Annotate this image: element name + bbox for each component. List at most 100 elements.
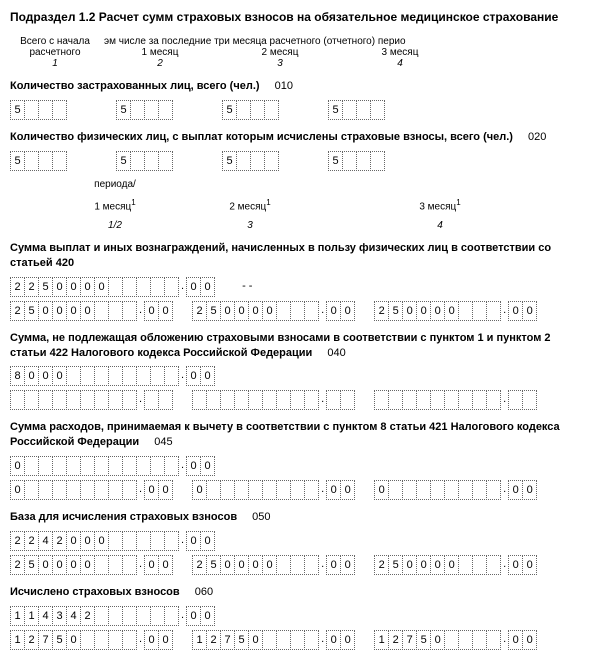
digit-cell[interactable]	[276, 480, 291, 500]
digit-cell[interactable]: 5	[10, 100, 25, 120]
digit-cell[interactable]	[388, 390, 403, 410]
digit-cell[interactable]: 0	[200, 456, 215, 476]
digit-cell[interactable]: 0	[326, 555, 341, 575]
digit-cell[interactable]	[108, 555, 123, 575]
digit-cell[interactable]	[24, 100, 39, 120]
digit-cell[interactable]	[416, 480, 431, 500]
digit-cell[interactable]	[304, 390, 319, 410]
digit-cell[interactable]	[234, 390, 249, 410]
digit-cell[interactable]	[10, 390, 25, 410]
digit-cell[interactable]: 5	[328, 151, 343, 171]
digit-cell[interactable]: 0	[158, 301, 173, 321]
digit-cell[interactable]: 0	[10, 480, 25, 500]
digit-cell[interactable]: 0	[374, 480, 389, 500]
digit-cell[interactable]	[326, 390, 341, 410]
digit-cell[interactable]: 4	[66, 606, 81, 626]
digit-cell[interactable]: 0	[508, 630, 523, 650]
digit-cell[interactable]: 5	[38, 277, 53, 297]
digit-cell[interactable]	[80, 630, 95, 650]
digit-cell[interactable]	[430, 390, 445, 410]
digit-cell[interactable]: 0	[200, 606, 215, 626]
digit-cell[interactable]	[80, 390, 95, 410]
digit-cell[interactable]	[164, 277, 179, 297]
digit-cell[interactable]	[66, 390, 81, 410]
digit-cell[interactable]	[248, 390, 263, 410]
digit-cell[interactable]: 0	[430, 555, 445, 575]
digit-cell[interactable]: 1	[192, 630, 207, 650]
digit-cell[interactable]: 0	[508, 555, 523, 575]
digit-cell[interactable]	[94, 555, 109, 575]
digit-cell[interactable]	[122, 390, 137, 410]
digit-cell[interactable]	[458, 555, 473, 575]
digit-cell[interactable]	[234, 480, 249, 500]
digit-cell[interactable]: 2	[374, 301, 389, 321]
digit-cell[interactable]	[508, 390, 523, 410]
digit-cell[interactable]	[94, 301, 109, 321]
digit-cell[interactable]	[356, 100, 371, 120]
digit-cell[interactable]	[66, 456, 81, 476]
digit-cell[interactable]	[80, 456, 95, 476]
digit-cell[interactable]	[342, 100, 357, 120]
digit-cell[interactable]	[250, 100, 265, 120]
digit-cell[interactable]: 0	[38, 301, 53, 321]
digit-cell[interactable]: 3	[52, 606, 67, 626]
digit-cell[interactable]	[144, 390, 159, 410]
digit-cell[interactable]: 0	[234, 301, 249, 321]
digit-cell[interactable]	[250, 151, 265, 171]
digit-cell[interactable]	[402, 480, 417, 500]
digit-cell[interactable]: 0	[416, 555, 431, 575]
digit-cell[interactable]: 0	[10, 456, 25, 476]
digit-cell[interactable]: 0	[402, 555, 417, 575]
digit-cell[interactable]: 0	[522, 301, 537, 321]
digit-cell[interactable]: 0	[38, 555, 53, 575]
digit-cell[interactable]	[94, 606, 109, 626]
digit-cell[interactable]: 0	[200, 277, 215, 297]
digit-cell[interactable]: 0	[186, 531, 201, 551]
digit-cell[interactable]	[304, 630, 319, 650]
digit-cell[interactable]: 0	[326, 480, 341, 500]
digit-cell[interactable]	[108, 531, 123, 551]
digit-cell[interactable]: 5	[116, 151, 131, 171]
digit-cell[interactable]: 5	[24, 555, 39, 575]
digit-cell[interactable]: 5	[52, 630, 67, 650]
digit-cell[interactable]: 0	[416, 301, 431, 321]
digit-cell[interactable]	[94, 366, 109, 386]
digit-cell[interactable]	[38, 390, 53, 410]
digit-cell[interactable]	[164, 366, 179, 386]
digit-cell[interactable]	[220, 480, 235, 500]
digit-cell[interactable]: 0	[66, 630, 81, 650]
digit-cell[interactable]	[472, 301, 487, 321]
digit-cell[interactable]	[158, 151, 173, 171]
digit-cell[interactable]	[122, 555, 137, 575]
digit-cell[interactable]: 2	[10, 277, 25, 297]
digit-cell[interactable]	[122, 630, 137, 650]
digit-cell[interactable]	[94, 390, 109, 410]
digit-cell[interactable]	[122, 480, 137, 500]
digit-cell[interactable]	[290, 390, 305, 410]
digit-cell[interactable]	[108, 456, 123, 476]
digit-cell[interactable]: 2	[192, 555, 207, 575]
digit-cell[interactable]: 0	[52, 301, 67, 321]
digit-cell[interactable]: 8	[10, 366, 25, 386]
digit-cell[interactable]	[290, 480, 305, 500]
digit-cell[interactable]: 0	[340, 480, 355, 500]
digit-cell[interactable]	[402, 390, 417, 410]
digit-cell[interactable]: 2	[192, 301, 207, 321]
digit-cell[interactable]: 5	[222, 151, 237, 171]
digit-cell[interactable]	[444, 630, 459, 650]
digit-cell[interactable]: 0	[248, 301, 263, 321]
digit-cell[interactable]: 0	[144, 555, 159, 575]
digit-cell[interactable]: 0	[430, 301, 445, 321]
digit-cell[interactable]	[472, 630, 487, 650]
digit-cell[interactable]	[150, 277, 165, 297]
digit-cell[interactable]	[206, 390, 221, 410]
digit-cell[interactable]: 2	[10, 531, 25, 551]
digit-cell[interactable]	[136, 456, 151, 476]
digit-cell[interactable]: 0	[38, 366, 53, 386]
digit-cell[interactable]	[472, 555, 487, 575]
digit-cell[interactable]: 5	[24, 301, 39, 321]
digit-cell[interactable]: 0	[94, 531, 109, 551]
digit-cell[interactable]: 0	[80, 301, 95, 321]
digit-cell[interactable]: 5	[416, 630, 431, 650]
digit-cell[interactable]	[220, 390, 235, 410]
